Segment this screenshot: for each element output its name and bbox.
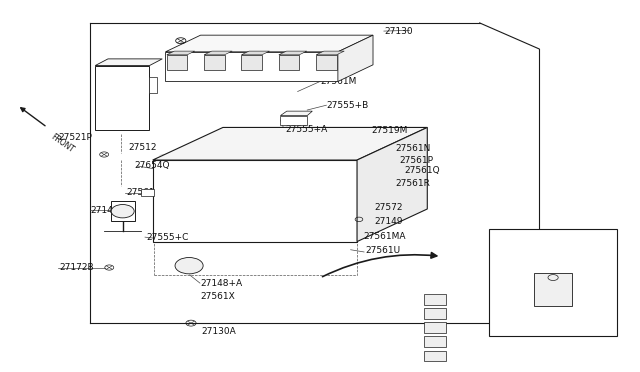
Polygon shape: [279, 55, 300, 70]
Text: FOR AIRCON: FOR AIRCON: [524, 235, 582, 244]
Polygon shape: [424, 294, 447, 305]
Text: 27561R: 27561R: [396, 179, 430, 187]
Polygon shape: [166, 35, 373, 52]
Polygon shape: [141, 189, 154, 196]
Polygon shape: [204, 55, 225, 70]
Polygon shape: [241, 55, 262, 70]
Polygon shape: [280, 116, 307, 125]
Circle shape: [111, 205, 134, 218]
Polygon shape: [424, 336, 447, 347]
Text: 27561X: 27561X: [200, 292, 235, 301]
Text: 27149: 27149: [374, 217, 403, 226]
Text: 27555+B: 27555+B: [326, 101, 369, 110]
Text: A27ZA 0083: A27ZA 0083: [532, 325, 574, 331]
Text: 27572: 27572: [374, 203, 403, 212]
Polygon shape: [424, 308, 447, 319]
Text: 27130: 27130: [384, 26, 413, 36]
Text: 27545M: 27545M: [194, 38, 230, 47]
Polygon shape: [279, 51, 307, 55]
Polygon shape: [357, 128, 428, 241]
Polygon shape: [204, 51, 232, 55]
Text: 27561M: 27561M: [320, 77, 356, 86]
Text: 27555: 27555: [207, 61, 236, 70]
Polygon shape: [95, 59, 163, 65]
Text: 27561U: 27561U: [365, 246, 401, 255]
Text: 27561V: 27561V: [550, 256, 585, 264]
Polygon shape: [166, 52, 338, 81]
Text: 27555+C: 27555+C: [147, 232, 189, 242]
Text: FRONT: FRONT: [49, 132, 76, 154]
Polygon shape: [424, 323, 447, 333]
Text: 27561: 27561: [126, 188, 154, 197]
Text: 27521P: 27521P: [58, 133, 92, 142]
Polygon shape: [280, 111, 312, 116]
Polygon shape: [153, 128, 428, 160]
Polygon shape: [167, 51, 195, 55]
Text: 27519M: 27519M: [371, 126, 408, 135]
Text: 27555+A: 27555+A: [285, 125, 327, 134]
Polygon shape: [95, 65, 150, 131]
Polygon shape: [534, 273, 572, 307]
Text: 27654Q: 27654Q: [135, 161, 170, 170]
Text: 27512: 27512: [129, 142, 157, 151]
Text: 27140: 27140: [90, 206, 118, 215]
Polygon shape: [150, 77, 157, 93]
Text: 27561MA: 27561MA: [364, 231, 406, 241]
Bar: [489, 229, 617, 336]
Polygon shape: [153, 160, 357, 241]
Polygon shape: [316, 55, 337, 70]
Circle shape: [175, 257, 203, 274]
Text: 27130A: 27130A: [202, 327, 237, 336]
Text: 27561P: 27561P: [400, 155, 434, 164]
Text: 27561N: 27561N: [396, 144, 431, 153]
Text: 27561Q: 27561Q: [404, 166, 440, 175]
Polygon shape: [167, 55, 187, 70]
Polygon shape: [111, 201, 135, 221]
Polygon shape: [316, 51, 344, 55]
Polygon shape: [241, 51, 269, 55]
Text: 27148+A: 27148+A: [200, 279, 242, 288]
Text: 27172B: 27172B: [60, 263, 94, 272]
Polygon shape: [338, 35, 373, 81]
Polygon shape: [424, 350, 447, 361]
